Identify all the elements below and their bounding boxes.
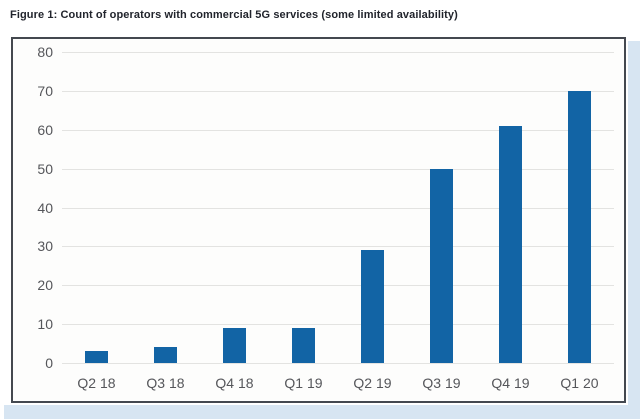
bar-q2-18 [85,351,108,363]
y-tick-label-50: 50 [37,160,53,177]
bar-q1-19 [292,328,315,363]
y-tick-label-20: 20 [37,277,53,294]
y-tick-label-0: 0 [45,355,53,371]
x-tick-label-q3-18: Q3 18 [146,375,185,391]
gridline-10 [62,324,614,326]
gridline-60 [62,129,614,131]
gridline-50 [62,168,614,170]
figure-title: Figure 1: Count of operators with commer… [10,9,458,21]
gridline-20 [62,285,614,287]
y-tick-label-70: 70 [37,82,53,99]
chart-shadow-right [628,41,640,419]
y-tick-label-10: 10 [37,316,53,333]
gridline-40 [62,207,614,209]
bar-q3-18 [154,347,177,363]
chart-shadow-bottom [4,405,640,419]
x-tick-label-q2-18: Q2 18 [77,375,116,391]
y-tick-label-40: 40 [37,199,53,216]
bar-q4-19 [499,125,522,363]
gridline-80 [62,52,614,53]
x-tick-label-q4-18: Q4 18 [215,375,254,391]
x-tick-label-q3-19: Q3 19 [422,375,461,391]
bar-q3-19 [430,168,453,363]
x-tick-label-q1-20: Q1 20 [560,375,599,391]
bar-q4-18 [223,328,246,363]
y-tick-label-60: 60 [37,121,53,138]
y-tick-label-30: 30 [37,238,53,255]
bar-q2-19 [361,250,384,363]
bar-q1-20 [568,90,591,363]
gridline-70 [62,90,614,92]
gridline-0 [62,363,614,364]
x-tick-label-q4-19: Q4 19 [491,375,530,391]
x-tick-label-q1-19: Q1 19 [284,375,323,391]
y-tick-label-80: 80 [37,44,53,60]
gridline-30 [62,246,614,248]
x-tick-label-q2-19: Q2 19 [353,375,392,391]
bar-chart: 0 10 20 30 40 50 60 70 80 Q2 18 Q3 18 Q4 18 Q1 19 Q2 … [11,37,626,403]
